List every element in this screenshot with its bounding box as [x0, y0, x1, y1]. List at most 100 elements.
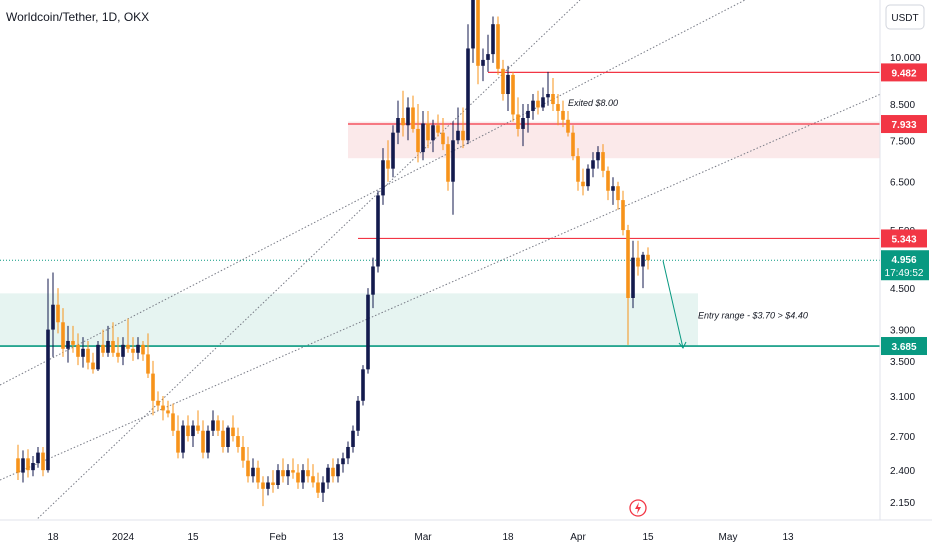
candle-body [301, 470, 305, 483]
candle-body [526, 110, 530, 119]
candle [36, 446, 40, 468]
candle-body [416, 128, 420, 153]
currency-button[interactable]: USDT [885, 4, 925, 30]
candle [541, 87, 545, 111]
candle-body [471, 0, 475, 49]
candle-body [221, 430, 225, 447]
price-tick: 2.700 [890, 432, 915, 443]
candle [436, 114, 440, 137]
candle-body [176, 430, 180, 453]
candle [521, 104, 525, 147]
candle-body [21, 458, 25, 473]
candle-body [646, 254, 650, 261]
candle [456, 107, 460, 145]
price-tick: 2.150 [890, 498, 915, 509]
candle-body [636, 257, 640, 267]
candle-body [441, 132, 445, 145]
price-level-tags: 9.482 7.933 5.343 3.685 [881, 63, 927, 356]
candle-body [356, 400, 360, 431]
candle-body [406, 107, 410, 126]
candle-body [141, 344, 145, 355]
candle [131, 337, 135, 361]
candle-body [201, 430, 205, 453]
candle-body [366, 294, 370, 370]
candle-body [31, 463, 35, 471]
candle-body [601, 152, 605, 171]
candle [166, 400, 170, 418]
candle-body [561, 110, 565, 120]
time-tick: 2024 [112, 532, 135, 543]
price-tick: 2.400 [890, 466, 915, 477]
candle [421, 110, 425, 161]
candle [356, 396, 360, 437]
entry-zone [0, 293, 698, 347]
candle-body [281, 470, 285, 477]
candle-body [426, 123, 430, 141]
candle [331, 458, 335, 483]
candle [346, 441, 350, 465]
candle-body [71, 340, 75, 345]
candle-body [311, 476, 315, 483]
price-tick: 3.500 [890, 357, 915, 368]
countdown-label: 17:49:52 [885, 268, 924, 279]
candle [481, 48, 485, 82]
candle [196, 410, 200, 434]
resistance-level-7933-label: 7.933 [891, 120, 916, 131]
candle-body [501, 68, 505, 95]
candle [226, 425, 230, 453]
candle-body [306, 470, 310, 477]
candle-body [381, 160, 385, 196]
candle-body [591, 160, 595, 169]
candle-body [611, 186, 615, 191]
candle [256, 460, 260, 489]
candle-body [411, 107, 415, 129]
candle-body [96, 344, 100, 370]
candle-body [41, 452, 45, 471]
candle-body [16, 458, 20, 473]
exited-annotation: Exited $8.00 [568, 98, 618, 108]
time-axis[interactable] [0, 520, 932, 550]
channel-line-2 [0, 89, 891, 481]
candle-body [626, 230, 630, 298]
support-level-3685-label: 3.685 [891, 342, 916, 353]
alert-marker[interactable] [629, 499, 647, 517]
candle-body [61, 322, 65, 349]
candle [171, 403, 175, 437]
support-level-3685-tag [881, 337, 927, 356]
candle [381, 148, 385, 205]
candle [116, 337, 120, 363]
candle [376, 190, 380, 273]
entry-arrow [662, 260, 687, 349]
candle [506, 65, 510, 111]
resistance-level-5343-label: 5.343 [891, 234, 916, 245]
candle-body [451, 140, 455, 182]
candle-body [146, 354, 150, 374]
candle-body [336, 464, 340, 477]
candle [446, 136, 450, 191]
candle-body [621, 200, 625, 231]
candle-body [606, 170, 610, 191]
currency-label: USDT [891, 13, 918, 24]
candle [391, 125, 395, 178]
candle-body [371, 266, 375, 295]
candle-body [431, 125, 435, 141]
candle [511, 71, 515, 122]
candle [276, 464, 280, 489]
candle [31, 456, 35, 477]
candle [361, 365, 365, 406]
candle [111, 322, 115, 357]
candle-body [521, 118, 525, 129]
candle [626, 224, 630, 345]
candle [576, 148, 580, 191]
candle-body [256, 467, 260, 483]
candle [441, 118, 445, 151]
ascending-channel [0, 0, 891, 546]
candles [16, 0, 650, 507]
candle [121, 337, 125, 366]
candle-body [341, 458, 345, 465]
price-tick: 8.500 [890, 100, 915, 111]
candle [56, 288, 60, 334]
price-tick: 6.500 [890, 178, 915, 189]
candle [401, 90, 405, 137]
